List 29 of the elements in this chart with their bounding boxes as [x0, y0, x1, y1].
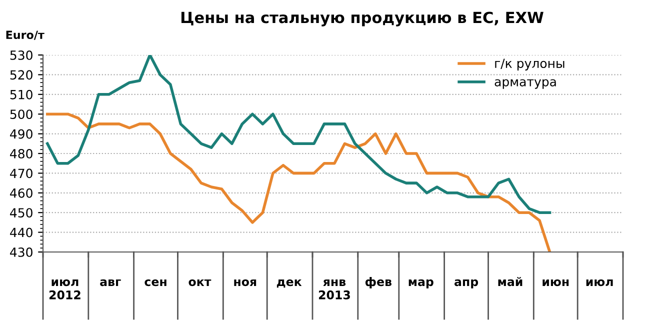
legend-label: г/к рулоны: [495, 58, 564, 70]
chart-title: Цены на стальную продукцию в ЕС, EXW: [181, 12, 544, 26]
x-tick-label: май: [498, 276, 522, 286]
x-tick-label: окт: [188, 279, 212, 286]
y-tick-label: 460: [10, 188, 32, 198]
y-tick-label: 520: [10, 70, 32, 80]
x-tick-label: апр: [454, 279, 478, 288]
line-series: [46, 112, 552, 252]
x-tick-label: ноя: [234, 279, 256, 286]
x-tick-label: июл 2012: [49, 279, 80, 300]
x-tick-label: дек: [276, 279, 302, 288]
x-tick-label: сен: [144, 279, 166, 286]
y-tick-label: 440: [10, 228, 32, 238]
y-tick-label: 470: [10, 168, 32, 178]
x-tick-label: июн: [542, 279, 569, 286]
x-tick-label: июл: [586, 279, 613, 286]
x-tick-label: фев: [365, 277, 392, 288]
legend-label: арматура: [494, 79, 556, 89]
x-tick-label: мар: [408, 279, 434, 288]
y-tick-label: 500: [10, 110, 32, 120]
x-tick-label: янв 2013: [318, 280, 350, 300]
y-tick-label: 450: [10, 208, 32, 218]
y-tick-label: 430: [10, 247, 32, 257]
y-tick-label: 510: [10, 90, 32, 100]
y-axis-title: Euro/т: [6, 30, 44, 40]
y-tick-label: 490: [10, 129, 32, 139]
x-tick-label: авг: [100, 279, 121, 286]
y-tick-label: 530: [10, 50, 32, 60]
y-tick-label: 480: [10, 148, 32, 158]
